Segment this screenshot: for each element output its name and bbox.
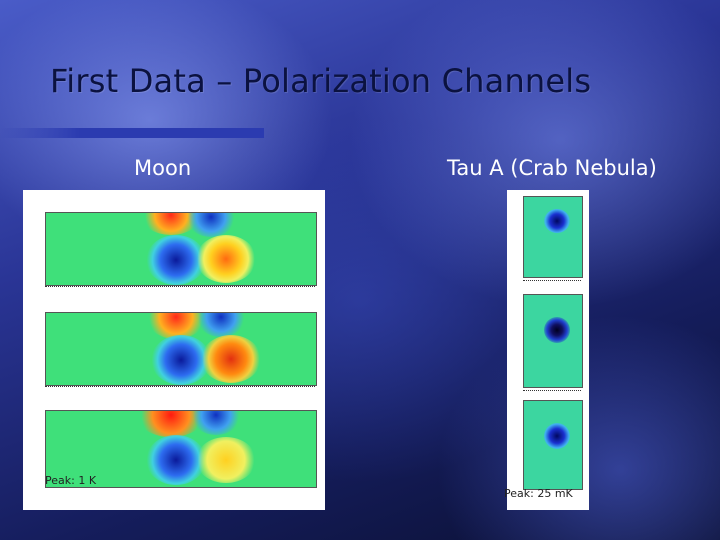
map-blob <box>191 411 241 435</box>
map-blob <box>544 209 570 233</box>
tau-map-3 <box>523 400 583 490</box>
map-blob <box>196 437 256 483</box>
moon-map-1 <box>45 212 317 286</box>
axis-ticks <box>523 280 581 285</box>
map-blob <box>196 235 256 283</box>
map-blob <box>196 313 246 337</box>
slide-title: First Data – Polarization Channels <box>50 62 592 100</box>
title-underline-bar <box>0 128 264 138</box>
tau-peak-label: Peak: 25 mK <box>504 487 573 500</box>
map-blob <box>544 317 570 343</box>
moon-label: Moon <box>134 156 192 180</box>
moon-map-3 <box>45 410 317 488</box>
map-blob <box>186 213 236 237</box>
moon-map-2 <box>45 312 317 386</box>
axis-ticks <box>45 386 315 391</box>
tau-map-1 <box>523 196 583 278</box>
tau-figure: Peak: 25 mK <box>504 190 589 510</box>
tau-map-2 <box>523 294 583 388</box>
moon-peak-label: Peak: 1 K <box>45 474 97 487</box>
moon-figure: Peak: 1 K <box>23 190 325 510</box>
axis-ticks <box>523 390 581 395</box>
map-blob <box>201 335 261 383</box>
axis-ticks <box>45 286 315 291</box>
tau-label: Tau A (Crab Nebula) <box>447 156 657 180</box>
map-blob <box>544 423 570 449</box>
